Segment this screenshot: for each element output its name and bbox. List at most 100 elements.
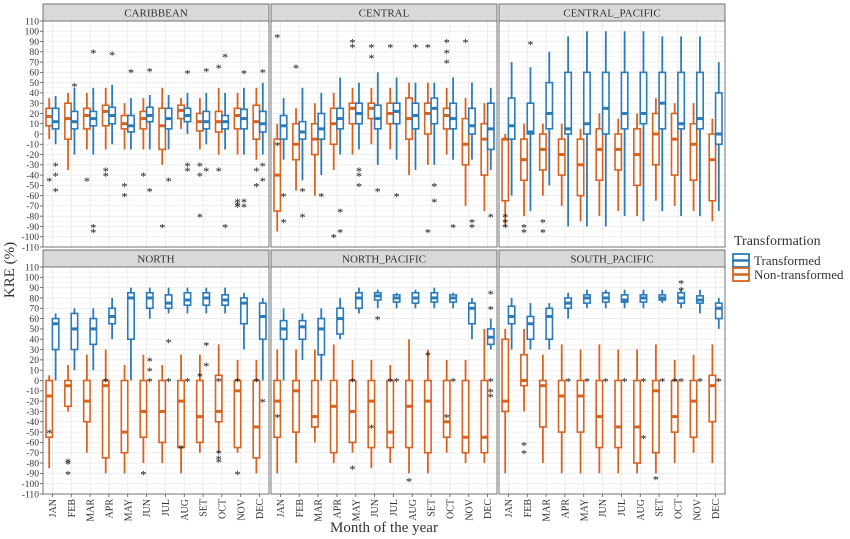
outlier-point: * <box>521 447 527 461</box>
outlier-point: * <box>350 36 356 50</box>
box-transformed-nov <box>467 297 476 340</box>
outlier-point: * <box>71 80 77 94</box>
x-tick-label: JUL <box>617 499 628 516</box>
box-non-transformed-jun <box>595 113 604 217</box>
outlier-point: * <box>90 220 96 234</box>
box-body <box>273 379 282 439</box>
box-non-transformed-feb <box>64 365 73 412</box>
box-transformed-jul <box>392 77 401 160</box>
x-tick-label: JUN <box>142 499 153 517</box>
panel-central: CENTRAL********* ************* ***********… <box>270 3 498 248</box>
box-body <box>670 379 679 433</box>
outlier-point: * <box>197 169 203 183</box>
box-body <box>564 71 573 135</box>
outlier-point: * <box>253 164 259 178</box>
y-tick-label: 70 <box>29 57 39 68</box>
box-non-transformed-set <box>423 349 432 474</box>
x-tick-label: JAN <box>504 499 515 517</box>
y-tick-label: 110 <box>25 262 39 273</box>
x-axis: JAN FEB MAR APR MAY JUN JUL AUG SET OCT NOV DEC <box>276 494 494 522</box>
box-transformed-may <box>582 289 591 309</box>
box-body <box>233 379 242 449</box>
box-body <box>279 114 288 140</box>
box-non-transformed-feb <box>520 123 529 217</box>
box-body <box>195 379 204 444</box>
outlier-point: * <box>253 179 259 193</box>
box-non-transformed-may <box>348 359 357 453</box>
box-transformed-set <box>658 36 667 212</box>
box-body <box>298 120 307 140</box>
outlier-point: * <box>622 375 628 389</box>
box-non-transformed-set <box>195 354 204 453</box>
outlier-point: * <box>281 215 287 229</box>
outlier-point: * <box>368 51 374 65</box>
x-tick-label: DEC <box>255 499 266 519</box>
outlier-point: * <box>216 61 222 75</box>
outlier-point: * <box>672 375 678 389</box>
box-body <box>633 379 642 464</box>
box-transformed-jan <box>51 95 60 145</box>
outlier-point: * <box>540 226 546 240</box>
box-body <box>620 71 629 130</box>
outlier-point: * <box>502 210 508 224</box>
outlier-point: * <box>46 426 52 440</box>
x-tick-label: MAY <box>351 499 362 521</box>
outlier-point: * <box>253 375 259 389</box>
box-transformed-set <box>202 92 211 145</box>
outlier-point: * <box>197 159 203 173</box>
outlier-point: * <box>274 411 280 425</box>
box-body <box>545 307 554 341</box>
y-tick-label: 60 <box>29 68 39 79</box>
box-body <box>658 71 667 130</box>
panels-layer: CARIBBEAN*********************** ********… <box>21 3 726 522</box>
box-non-transformed-aug <box>177 354 186 474</box>
x-tick-label: AUG <box>408 499 419 521</box>
legend-label-transformed: Transformed <box>754 253 821 268</box>
box-non-transformed-jul <box>158 365 167 464</box>
outlier-point: * <box>166 174 172 188</box>
outlier-point: * <box>203 164 209 178</box>
legend: Transformation Transformed Non-transform… <box>732 234 844 282</box>
y-tick-label: 30 <box>29 98 39 109</box>
box-body <box>45 379 54 439</box>
box-transformed-aug <box>183 287 192 314</box>
outlier-point: * <box>350 375 356 389</box>
box-transformed-oct <box>449 292 458 309</box>
box-transformed-nov <box>467 82 476 160</box>
outlier-point: * <box>337 205 343 219</box>
y-tick-label: -30 <box>26 407 39 418</box>
box-body <box>507 305 516 325</box>
panel-frame <box>498 266 726 495</box>
outlier-point: * <box>350 462 356 476</box>
box-transformed-jul <box>164 94 173 150</box>
outlier-point: * <box>216 455 222 469</box>
box-body <box>258 110 267 133</box>
box-non-transformed-feb <box>520 328 529 412</box>
outlier-point: * <box>584 375 590 389</box>
box-body <box>367 102 376 120</box>
y-tick-label: 110 <box>25 16 39 27</box>
outlier-point: * <box>463 36 469 50</box>
outlier-point: * <box>640 375 646 389</box>
outlier-point: * <box>122 190 128 204</box>
box-non-transformed-apr <box>557 344 566 474</box>
outlier-point: * <box>488 375 494 389</box>
box-body <box>538 379 547 428</box>
panel-title: NORTH_PACIFIC <box>342 254 426 266</box>
box-transformed-aug <box>183 92 192 134</box>
box-non-transformed-dec <box>708 344 717 464</box>
outlier-point: * <box>222 220 228 234</box>
x-tick-label: NOV <box>236 498 247 520</box>
box-body <box>461 379 470 454</box>
box-transformed-apr <box>336 297 345 340</box>
box-transformed-feb <box>70 87 79 155</box>
box-body <box>329 379 338 454</box>
box-body <box>258 302 267 341</box>
outlier-point: * <box>406 475 412 489</box>
box-body <box>126 291 135 341</box>
box-body <box>526 102 535 135</box>
box-non-transformed-jun <box>367 87 376 145</box>
box-body <box>557 379 566 433</box>
box-body <box>139 379 148 439</box>
outlier-point: * <box>299 185 305 199</box>
